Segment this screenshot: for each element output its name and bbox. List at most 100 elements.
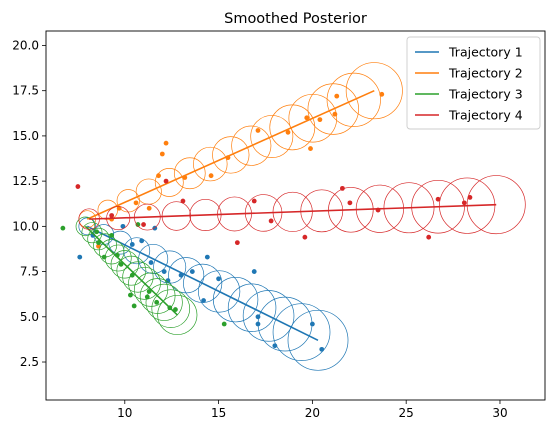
observation-point	[339, 185, 345, 191]
observation-point	[114, 252, 120, 258]
observation-point	[120, 223, 126, 229]
series-1	[77, 217, 349, 371]
observation-point	[221, 321, 227, 327]
uncertainty-circle	[227, 283, 277, 332]
observation-point	[139, 238, 145, 244]
observation-point	[268, 218, 274, 224]
uncertainty-circle	[138, 243, 169, 274]
observation-point	[426, 234, 432, 240]
observation-point	[101, 254, 107, 260]
observation-point	[319, 346, 325, 352]
observation-point	[131, 303, 137, 309]
plot-frame	[45, 30, 546, 401]
uncertainty-circle	[272, 303, 331, 361]
observation-point	[255, 128, 261, 133]
observation-point	[255, 314, 261, 320]
uncertainty-circle	[355, 184, 404, 233]
observation-point	[375, 207, 381, 213]
observation-point	[347, 200, 353, 206]
observation-point	[116, 205, 122, 211]
observation-point	[272, 343, 278, 349]
observation-point	[379, 91, 385, 97]
observation-point	[94, 229, 100, 235]
uncertainty-circle	[75, 216, 96, 237]
observation-point	[156, 173, 161, 179]
uncertainty-circle	[439, 177, 496, 234]
observation-point	[317, 117, 323, 123]
series-3	[60, 216, 227, 336]
legend-label: Trajectory 3	[448, 87, 523, 102]
observation-point	[109, 213, 115, 218]
series-line	[86, 89, 375, 220]
y-tick-label: 2.5	[20, 355, 39, 369]
uncertainty-circle	[110, 250, 139, 279]
observation-point	[135, 222, 141, 227]
observation-point	[234, 240, 240, 246]
observation-point	[216, 276, 221, 282]
uncertainty-circle	[157, 294, 198, 336]
observation-point	[128, 292, 133, 298]
observation-point	[435, 196, 441, 202]
y-tick-label: 10.0	[12, 219, 39, 233]
observation-point	[129, 242, 135, 247]
chart-title: Smoothed Posterior	[224, 11, 367, 27]
x-tick-label: 25	[399, 406, 414, 420]
y-tick-label: 5.0	[20, 310, 39, 324]
observation-point	[163, 140, 169, 146]
series-line	[89, 203, 497, 220]
observation-point	[146, 289, 152, 294]
observation-point	[118, 261, 124, 267]
observation-point	[255, 321, 261, 327]
observation-point	[308, 146, 313, 151]
uncertainty-circle	[307, 83, 359, 135]
uncertainty-circle	[87, 227, 110, 251]
observation-point	[225, 155, 231, 161]
observation-point	[141, 222, 146, 227]
uncertainty-circle	[242, 290, 295, 342]
observation-point	[178, 272, 184, 278]
observation-point	[334, 93, 340, 99]
legend-label: Trajectory 2	[448, 66, 523, 81]
uncertainty-circle	[145, 283, 183, 321]
observation-point	[96, 240, 101, 246]
observation-point	[159, 151, 165, 157]
observation-point	[163, 178, 169, 184]
uncertainty-circle	[128, 266, 161, 300]
legend-label: Trajectory 4	[448, 108, 523, 123]
uncertainty-circle	[212, 136, 250, 174]
legend-box	[406, 36, 541, 130]
legend-label: Trajectory 1	[448, 45, 523, 60]
observation-point	[167, 305, 173, 311]
uncertainty-circle	[198, 270, 241, 313]
observation-point	[251, 269, 257, 274]
observation-point	[109, 232, 115, 238]
observation-point	[129, 272, 135, 278]
observation-point	[304, 115, 310, 121]
uncertainty-circle	[78, 217, 97, 236]
series-2	[78, 62, 403, 249]
observation-point	[201, 298, 206, 303]
uncertainty-circle	[383, 182, 435, 234]
uncertainty-circle	[269, 104, 316, 151]
uncertainty-circle	[231, 125, 272, 166]
uncertainty-circle	[173, 157, 206, 190]
observation-point	[144, 294, 150, 300]
observation-point	[189, 269, 195, 274]
x-tick-label: 20	[305, 406, 320, 420]
observation-point	[161, 269, 167, 274]
uncertainty-circle	[411, 179, 465, 234]
uncertainty-circle	[250, 115, 294, 159]
observation-point	[309, 321, 315, 327]
observation-point	[173, 307, 178, 312]
observation-point	[204, 254, 210, 260]
x-tick-label: 10	[117, 406, 132, 420]
series-line	[84, 225, 178, 316]
series-line	[86, 225, 319, 342]
observation-point	[148, 260, 154, 265]
uncertainty-circle	[81, 222, 103, 244]
uncertainty-circle	[326, 72, 381, 127]
uncertainty-circle	[287, 309, 349, 371]
observation-point	[461, 200, 467, 206]
y-tick-label: 7.5	[20, 265, 39, 279]
y-tick-label: 15.0	[12, 129, 39, 143]
